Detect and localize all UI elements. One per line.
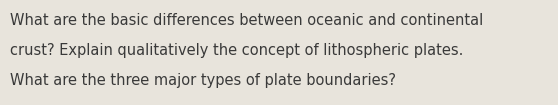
Text: What are the three major types of plate boundaries?: What are the three major types of plate … [10, 74, 396, 89]
Text: crust? Explain qualitatively the concept of lithospheric plates.: crust? Explain qualitatively the concept… [10, 43, 463, 58]
Text: What are the basic differences between oceanic and continental: What are the basic differences between o… [10, 13, 483, 28]
